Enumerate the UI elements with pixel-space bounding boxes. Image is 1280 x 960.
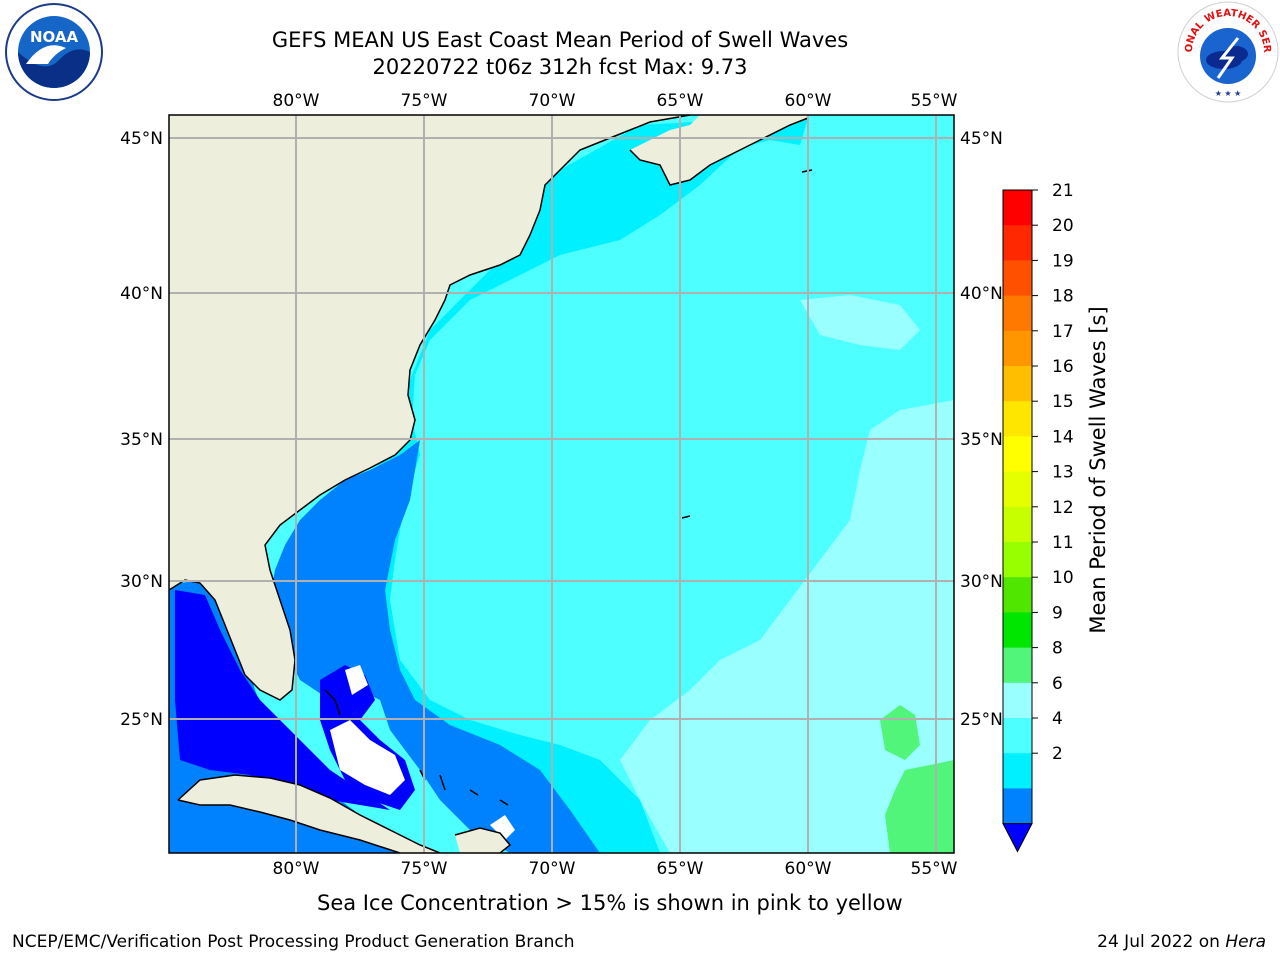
graticule bbox=[169, 115, 954, 853]
colorbar-tick-label: 2 bbox=[1052, 744, 1063, 764]
colorbar-tick-label: 11 bbox=[1052, 533, 1074, 553]
cuba-land bbox=[178, 775, 440, 853]
colorbar-segment bbox=[1003, 753, 1032, 789]
colorbar-segment bbox=[1003, 366, 1032, 402]
lon-tick: 70°W bbox=[529, 91, 576, 111]
lat-ticks-right: 45°N 40°N 35°N 30°N 25°N bbox=[960, 129, 1003, 730]
swell-8-9-patch-north bbox=[800, 295, 920, 350]
lon-tick: 80°W bbox=[273, 859, 320, 879]
lat-tick: 30°N bbox=[960, 572, 1003, 592]
swell-2-4-coastal-region bbox=[270, 440, 600, 853]
noaa-logo: NOAA bbox=[5, 3, 103, 101]
lat-tick: 45°N bbox=[120, 129, 163, 149]
footer-machine: Hera bbox=[1225, 932, 1266, 952]
lat-tick: 35°N bbox=[120, 430, 163, 450]
colorbar-segment bbox=[1003, 788, 1032, 825]
footer-date: 24 Jul 2022 on Hera bbox=[1097, 932, 1266, 952]
swell-8-9-region bbox=[620, 400, 954, 853]
nws-logo: NATIONAL WEATHER SERVICE ★ ★ ★ bbox=[1176, 0, 1279, 103]
colorbar-tick-label: 21 bbox=[1052, 181, 1074, 201]
noaa-logo-text: NOAA bbox=[30, 28, 79, 46]
lon-ticks-bottom: 80°W 75°W 70°W 65°W 60°W 55°W bbox=[273, 859, 958, 879]
swell-below-2-region bbox=[175, 590, 390, 810]
lon-tick: 70°W bbox=[529, 859, 576, 879]
colorbar-label: Mean Period of Swell Waves [s] bbox=[1086, 306, 1110, 633]
colorbar-tick-label: 13 bbox=[1052, 463, 1074, 483]
svg-text:★ ★ ★: ★ ★ ★ bbox=[1215, 89, 1242, 98]
north-america-land bbox=[169, 115, 808, 700]
colorbar-segment bbox=[1003, 577, 1032, 613]
lat-tick: 40°N bbox=[120, 284, 163, 304]
lon-tick: 65°W bbox=[657, 859, 704, 879]
colorbar-tick-label: 8 bbox=[1052, 639, 1063, 659]
lat-tick: 45°N bbox=[960, 129, 1003, 149]
colorbar-segment bbox=[1003, 190, 1032, 226]
colorbar-tick-label: 15 bbox=[1052, 392, 1074, 412]
colorbar-segment bbox=[1003, 718, 1032, 754]
sea-ice-note: Sea Ice Concentration > 15% is shown in … bbox=[317, 891, 903, 915]
footer-credit: NCEP/EMC/Verification Post Processing Pr… bbox=[12, 932, 575, 952]
lat-tick: 40°N bbox=[960, 284, 1003, 304]
colorbar-segment bbox=[1003, 471, 1032, 508]
colorbar-segment bbox=[1003, 612, 1032, 649]
no-data-bank-3 bbox=[490, 815, 515, 840]
lat-ticks-left: 45°N 40°N 35°N 30°N 25°N bbox=[120, 129, 163, 730]
chart-subtitle: 20220722 t06z 312h fcst Max: 9.73 bbox=[372, 55, 748, 79]
lon-tick: 80°W bbox=[273, 91, 320, 111]
lon-tick: 60°W bbox=[785, 91, 832, 111]
lon-tick: 65°W bbox=[657, 91, 704, 111]
lat-tick: 35°N bbox=[960, 430, 1003, 450]
lon-tick: 60°W bbox=[785, 859, 832, 879]
colorbar-segment bbox=[1003, 436, 1032, 473]
no-data-bank-2 bbox=[345, 665, 368, 695]
colorbar-segment bbox=[1003, 506, 1032, 543]
no-data-bank-1 bbox=[330, 720, 405, 795]
colorbar-tick-label: 9 bbox=[1052, 603, 1063, 623]
colorbar-segment bbox=[1003, 225, 1032, 261]
lon-tick: 55°W bbox=[911, 859, 958, 879]
colorbar-tick-label: 20 bbox=[1052, 216, 1074, 236]
colorbar-tick-label: 6 bbox=[1052, 674, 1063, 694]
colorbar-tick-label: 17 bbox=[1052, 322, 1074, 342]
lon-ticks-top: 80°W 75°W 70°W 65°W 60°W 55°W bbox=[273, 91, 958, 111]
lat-tick: 25°N bbox=[960, 710, 1003, 730]
colorbar-tick-label: 18 bbox=[1052, 287, 1074, 307]
colorbar-segment bbox=[1003, 295, 1032, 332]
colorbar-segment bbox=[1003, 260, 1032, 297]
colorbar-tick-label: 12 bbox=[1052, 498, 1074, 518]
colorbar-tick-label: 4 bbox=[1052, 709, 1063, 729]
colorbar-segment bbox=[1003, 401, 1032, 437]
lon-tick: 75°W bbox=[401, 91, 448, 111]
lon-tick: 75°W bbox=[401, 859, 448, 879]
coastlines bbox=[169, 115, 813, 853]
colorbar-tick-label: 10 bbox=[1052, 568, 1074, 588]
lat-tick: 30°N bbox=[120, 572, 163, 592]
colorbar-segment bbox=[1003, 682, 1032, 719]
colorbar-extend-arrow bbox=[1002, 823, 1033, 853]
lon-tick: 55°W bbox=[911, 91, 958, 111]
hispaniola-land bbox=[455, 828, 510, 853]
colorbar-tick-label: 14 bbox=[1052, 427, 1074, 447]
chart-title: GEFS MEAN US East Coast Mean Period of S… bbox=[271, 28, 849, 52]
colorbar: 21 20 19 18 17 16 15 14 13 12 11 10 9 8 6 4 2 bbox=[1002, 181, 1074, 853]
footer-date-text: 24 Jul 2022 on bbox=[1097, 932, 1226, 952]
map-frame bbox=[168, 114, 955, 854]
colorbar-segment bbox=[1003, 647, 1032, 684]
colorbar-tick-label: 16 bbox=[1052, 357, 1074, 377]
colorbar-segment bbox=[1003, 542, 1032, 578]
map-plot-area bbox=[169, 115, 954, 853]
colorbar-segment bbox=[1003, 330, 1032, 367]
lat-tick: 25°N bbox=[120, 710, 163, 730]
colorbar-tick-label: 19 bbox=[1052, 251, 1074, 271]
